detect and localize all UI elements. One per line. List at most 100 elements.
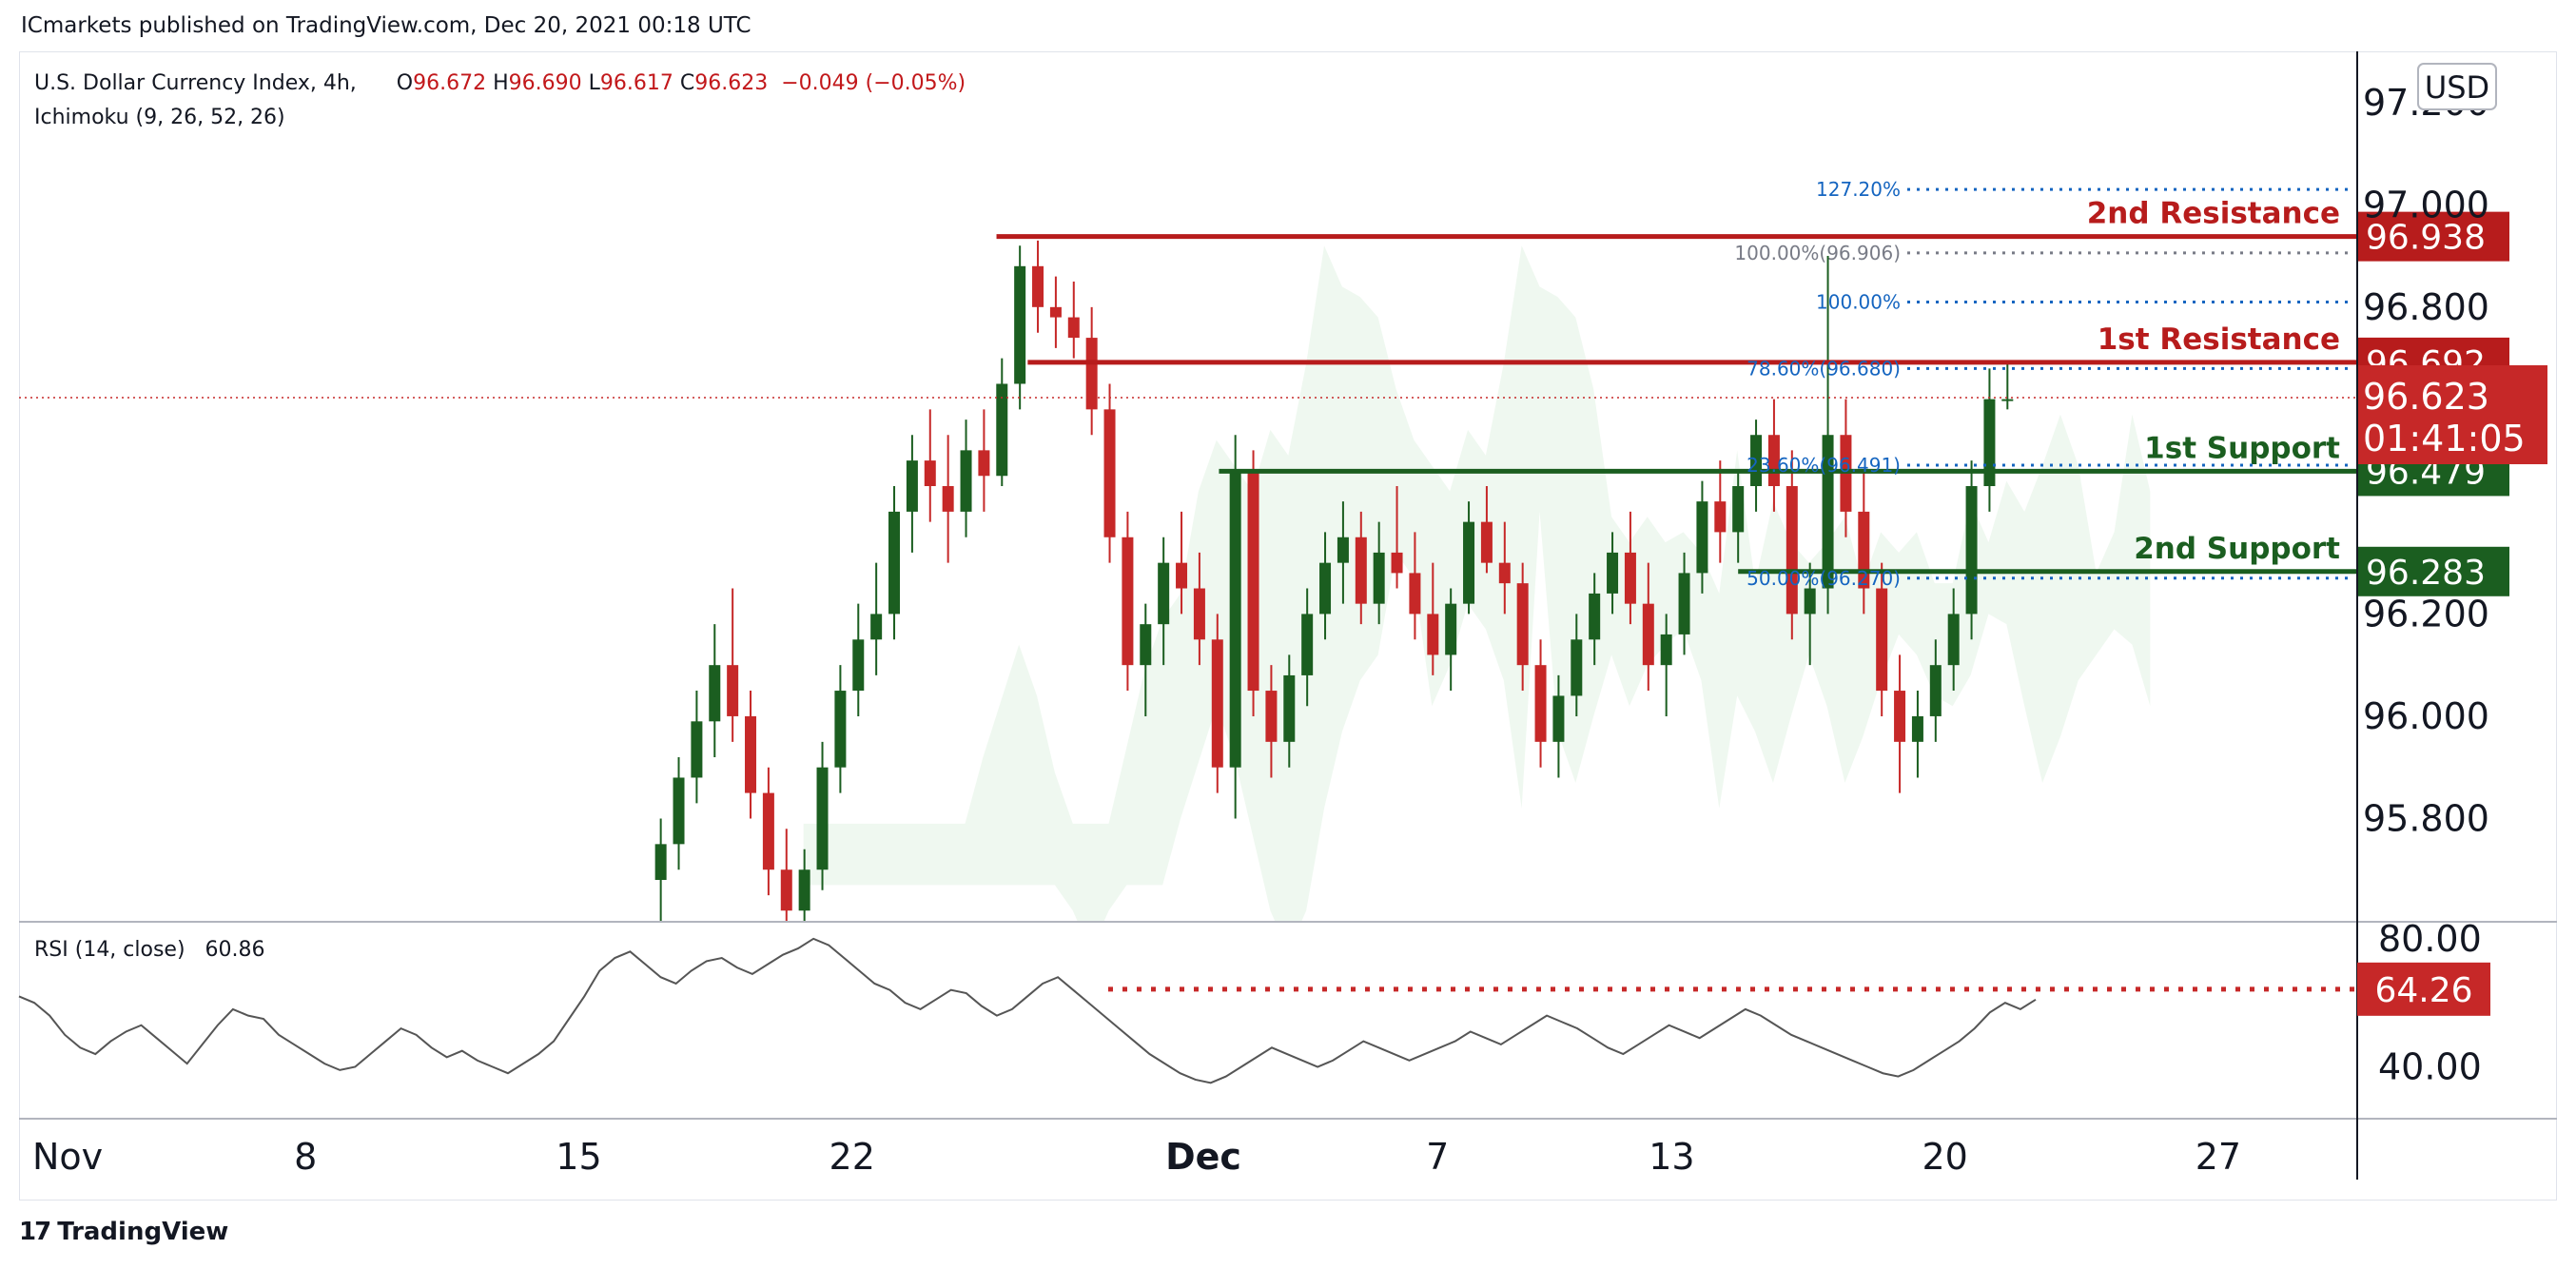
ichimoku-cloud-area [803,245,2151,921]
fib-label: 23.60%(96.491) [1747,454,1901,477]
chart-legend: U.S. Dollar Currency Index, 4h, O96.672 … [34,67,966,135]
candle [1965,486,1978,615]
time-tick-label: 7 [1426,1136,1449,1178]
rsi-value: 60.86 [205,938,265,962]
last-price-label: 96.623 [2363,376,2489,418]
candle [1929,665,1942,716]
fib-levels: 127.20% 100.00%(96.906) 100.00% 78.60%(96.6… [1734,178,2350,590]
candle [1804,588,1816,615]
header: ICmarkets published on TradingView.com, … [0,0,2576,51]
candle [745,715,757,793]
candle [960,450,972,512]
candle [1498,562,1511,584]
rsi-pane: 64.26 80.00 40.00 [18,918,2490,1088]
tradingview-logo-icon: 17 [19,1218,51,1246]
time-tick-label: Dec [1165,1136,1241,1178]
candle [1265,691,1278,742]
candle [1607,552,1619,594]
time-tick-label: 22 [829,1136,875,1178]
candle [1355,537,1367,604]
time-tick-label: 20 [1922,1136,1967,1178]
footer-brand[interactable]: 17 TradingView [19,1218,228,1246]
fib-label: 50.00%(96.270) [1747,567,1901,590]
rsi-line [18,937,2037,1084]
level-name: 1st Support [2144,431,2340,465]
candle [1158,562,1170,625]
candle [1391,552,1403,574]
candle [727,665,739,716]
currency-label: USD [2425,69,2489,106]
candle [1983,399,1996,486]
candle [762,792,774,870]
time-tick-label: 8 [294,1136,317,1178]
candle [654,844,667,880]
candle [1480,521,1493,563]
candle [1427,614,1439,655]
candle [1140,624,1152,666]
candle [942,486,954,512]
price-tick-label: 95.800 [2363,797,2489,839]
time-tick-label: Nov [32,1136,103,1178]
price-tick-label: 96.200 [2363,593,2489,634]
candle [1552,695,1565,742]
indicator-label: Ichimoku (9, 26, 52, 26) [34,106,285,129]
price-tick-label: 97.000 [2363,184,2489,225]
candle [1678,573,1690,634]
candle [834,691,847,768]
candle [1786,486,1798,615]
candle [1247,470,1259,692]
candle [1337,537,1349,563]
candle [1624,552,1636,604]
level-name: 2nd Resistance [2087,197,2340,231]
candle [1696,501,1708,574]
candle [1373,552,1385,604]
level-price-tag [2357,546,2509,596]
fib-label: 78.60%(96.680) [1747,357,1901,380]
candle [1229,470,1241,768]
candle [1283,674,1296,742]
symbol-label: U.S. Dollar Currency Index, 4h, [34,71,357,95]
fib-label: 100.00%(96.906) [1734,242,1901,264]
chart-panel [19,51,2557,1201]
level-price-label: 96.283 [2366,554,2486,593]
candle [1714,501,1727,533]
candle [1894,691,1906,742]
candle [1876,588,1888,692]
rsi-legend: RSI (14, close) 60.86 [34,938,265,962]
candle [1732,486,1745,533]
candle [1049,306,1062,318]
candle [673,777,685,845]
candle [1014,265,1026,384]
time-tick-label: 27 [2195,1136,2241,1178]
candle [906,460,918,512]
last-price-tag [2357,364,2547,464]
ichimoku-cloud [803,245,2151,921]
candle [2001,399,2014,401]
level-name: 2nd Support [2134,532,2340,566]
fib-label: 100.00% [1816,290,1901,313]
publisher-text: ICmarkets published on TradingView.com, … [21,13,751,38]
price-tick-label: 96.000 [2363,695,2489,737]
candle [1571,639,1583,696]
level-name: 1st Resistance [2098,322,2340,357]
currency-badge [2417,63,2497,110]
rsi-tick-label: 80.00 [2378,918,2482,960]
candle [1085,338,1098,410]
candle [780,869,792,911]
candle [1176,562,1188,589]
time-tick-label: 13 [1649,1136,1694,1178]
candle [1301,614,1314,675]
candle [1032,265,1044,307]
candle [1642,603,1654,666]
candle [798,869,810,911]
candle [1319,562,1332,615]
rsi-level-label: 64.26 [2374,971,2472,1010]
candle [1067,317,1080,339]
candle [1122,537,1134,666]
ohlc-values: O96.672 H96.690 L96.617 C96.623 −0.049 (… [396,71,966,95]
rsi-label: RSI (14, close) [34,938,185,962]
candle [1534,665,1547,742]
candle [1947,614,1960,666]
